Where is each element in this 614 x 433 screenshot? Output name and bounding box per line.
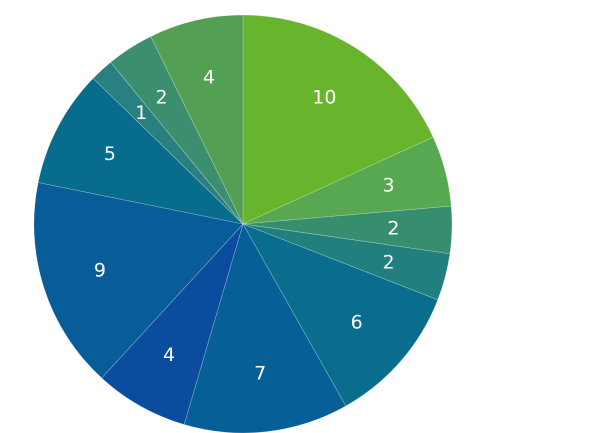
pie-slice-7[interactable] <box>101 223 244 425</box>
pie-slice-label-4: 2 <box>382 251 394 273</box>
pie-slice-label-9: 5 <box>104 143 116 165</box>
pie-slice-label-6: 7 <box>254 363 266 385</box>
pie-slice-label-1: 10 <box>312 86 336 108</box>
pie-slice-label-3: 2 <box>387 217 399 239</box>
pie-slices <box>33 14 453 433</box>
pie-slice-9[interactable] <box>37 77 244 225</box>
pie-slice-label-5: 6 <box>351 312 363 334</box>
pie-slice-1[interactable] <box>242 14 434 225</box>
pie-slice-5[interactable] <box>242 223 439 407</box>
pie-slice-label-8: 9 <box>94 260 106 282</box>
pie-slice-2[interactable] <box>242 136 452 225</box>
pie-slice-10[interactable] <box>92 61 244 225</box>
pie-slice-label-2: 3 <box>382 175 394 197</box>
pie-slice-6[interactable] <box>183 223 347 433</box>
pie-slice-label-11: 2 <box>156 86 168 108</box>
pie-slice-11[interactable] <box>110 36 244 225</box>
pie-slice-8[interactable] <box>33 182 244 379</box>
pie-slice-label-7: 4 <box>163 344 175 366</box>
pie-slice-12[interactable] <box>150 14 244 225</box>
pie-slice-4[interactable] <box>242 223 451 301</box>
pie-slice-3[interactable] <box>242 205 453 255</box>
pie-slice-label-12: 4 <box>203 66 215 88</box>
pie-slice-label-10: 1 <box>135 102 147 124</box>
